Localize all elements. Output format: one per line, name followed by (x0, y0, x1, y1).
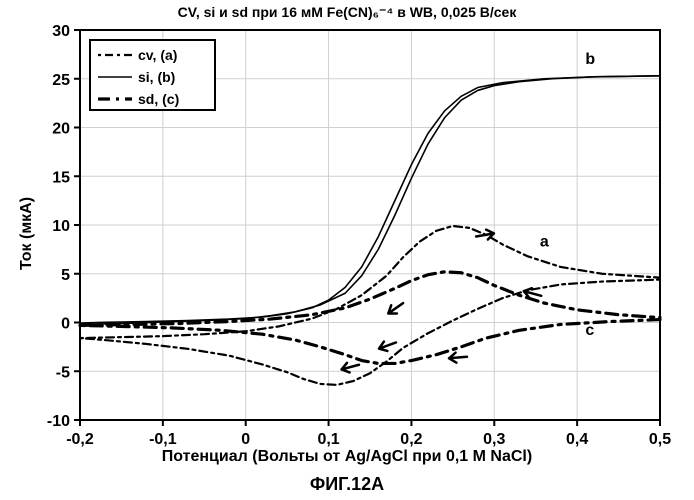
svg-text:0,5: 0,5 (649, 431, 671, 448)
svg-text:0,1: 0,1 (317, 431, 339, 448)
svg-text:0,4: 0,4 (566, 431, 588, 448)
svg-text:-0,2: -0,2 (66, 431, 94, 448)
plot-svg: -0,2 -0,1 0 0,1 0,2 0,3 0,4 0,5 -10 -5 0 5 10 15 20 25 3… (0, 0, 694, 500)
svg-text:-5: -5 (56, 364, 70, 381)
svg-text:cv, (a): cv, (a) (138, 47, 177, 63)
svg-text:c: c (585, 322, 594, 339)
svg-text:25: 25 (52, 72, 70, 89)
svg-text:sd, (c): sd, (c) (138, 91, 179, 107)
svg-text:0,3: 0,3 (483, 431, 505, 448)
svg-text:20: 20 (52, 121, 70, 138)
svg-text:si, (b): si, (b) (138, 69, 175, 85)
svg-text:0,2: 0,2 (400, 431, 422, 448)
cv-chart: CV, si и sd при 16 мМ Fe(CN)₆⁻⁴ в WB, 0,… (0, 0, 694, 500)
svg-text:0: 0 (61, 316, 70, 333)
svg-text:30: 30 (52, 23, 70, 40)
svg-text:0: 0 (241, 431, 250, 448)
svg-text:15: 15 (52, 169, 70, 186)
svg-text:b: b (585, 51, 595, 68)
svg-text:a: a (540, 233, 549, 250)
svg-text:-10: -10 (47, 413, 70, 430)
svg-text:5: 5 (61, 267, 70, 284)
svg-text:10: 10 (52, 218, 70, 235)
svg-text:-0,1: -0,1 (149, 431, 177, 448)
